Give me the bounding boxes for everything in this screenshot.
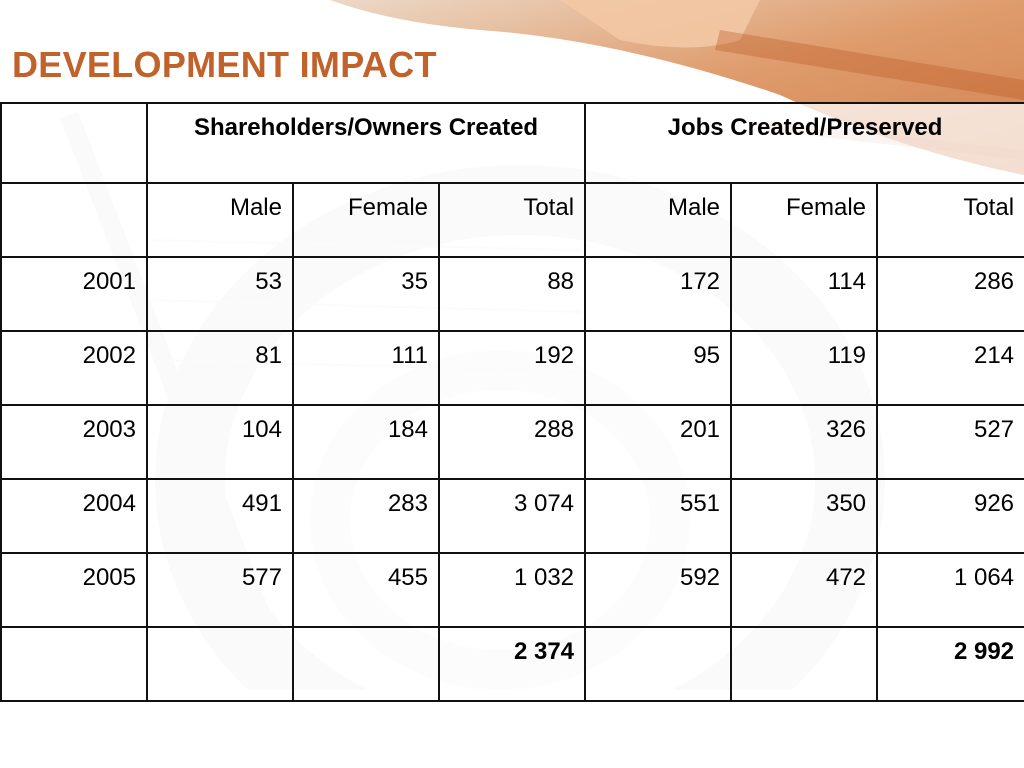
sub-header-row: Male Female Total Male Female Total xyxy=(0,182,1024,258)
development-impact-table: Shareholders/Owners Created Jobs Created… xyxy=(0,102,1024,702)
table-cell: 201 xyxy=(584,404,733,480)
table-cell: 527 xyxy=(876,404,1024,480)
table-cell: 81 xyxy=(146,330,294,406)
table-row: 2001 53 35 88 172 114 286 xyxy=(0,256,1024,332)
table-cell: 104 xyxy=(146,404,294,480)
year-cell: 2005 xyxy=(0,552,148,628)
sub-header-cell: Female xyxy=(730,182,879,258)
totals-row: 2 374 2 992 xyxy=(0,626,1024,702)
group-header-shareholders: Shareholders/Owners Created xyxy=(145,102,587,184)
sub-header-cell: Total xyxy=(876,182,1024,258)
table-cell: 95 xyxy=(584,330,733,406)
table-cell: 111 xyxy=(292,330,440,406)
totals-cell xyxy=(0,626,148,702)
table-cell: 3 074 xyxy=(437,478,587,554)
year-cell: 2004 xyxy=(0,478,148,554)
shareholders-grand-total: 2 374 xyxy=(437,626,587,702)
sub-header-corner-cell xyxy=(0,182,148,258)
sub-header-cell: Male xyxy=(146,182,294,258)
table-row: 2003 104 184 288 201 326 527 xyxy=(0,404,1024,480)
table-cell: 283 xyxy=(292,478,440,554)
table-cell: 491 xyxy=(146,478,294,554)
sub-header-cell: Male xyxy=(584,182,733,258)
year-cell: 2002 xyxy=(0,330,148,406)
table-cell: 192 xyxy=(437,330,587,406)
totals-cell xyxy=(730,626,879,702)
jobs-grand-total: 2 992 xyxy=(876,626,1024,702)
totals-cell xyxy=(146,626,294,702)
table-row: 2005 577 455 1 032 592 472 1 064 xyxy=(0,552,1024,628)
table-cell: 326 xyxy=(730,404,879,480)
sub-header-cell: Female xyxy=(292,182,440,258)
table-cell: 88 xyxy=(437,256,587,332)
table-cell: 172 xyxy=(584,256,733,332)
table-cell: 288 xyxy=(437,404,587,480)
corner-cell xyxy=(0,102,148,184)
sub-header-cell: Total xyxy=(437,182,587,258)
table-cell: 577 xyxy=(146,552,294,628)
table-cell: 114 xyxy=(730,256,879,332)
table-cell: 350 xyxy=(730,478,879,554)
table-cell: 35 xyxy=(292,256,440,332)
table-cell: 1 032 xyxy=(437,552,587,628)
year-cell: 2001 xyxy=(0,256,148,332)
table-cell: 214 xyxy=(876,330,1024,406)
table-row: 2004 491 283 3 074 551 350 926 xyxy=(0,478,1024,554)
totals-cell xyxy=(292,626,440,702)
table-row: 2002 81 111 192 95 119 214 xyxy=(0,330,1024,406)
table-cell: 551 xyxy=(584,478,733,554)
group-header-row: Shareholders/Owners Created Jobs Created… xyxy=(0,102,1024,184)
group-header-jobs: Jobs Created/Preserved xyxy=(584,102,1024,184)
table-cell: 472 xyxy=(730,552,879,628)
page-title: DEVELOPMENT IMPACT xyxy=(12,44,437,85)
table-cell: 286 xyxy=(876,256,1024,332)
table-cell: 53 xyxy=(146,256,294,332)
totals-cell xyxy=(584,626,733,702)
table-cell: 119 xyxy=(730,330,879,406)
table-cell: 592 xyxy=(584,552,733,628)
table-cell: 184 xyxy=(292,404,440,480)
table-cell: 926 xyxy=(876,478,1024,554)
year-cell: 2003 xyxy=(0,404,148,480)
table-cell: 455 xyxy=(292,552,440,628)
table-cell: 1 064 xyxy=(876,552,1024,628)
